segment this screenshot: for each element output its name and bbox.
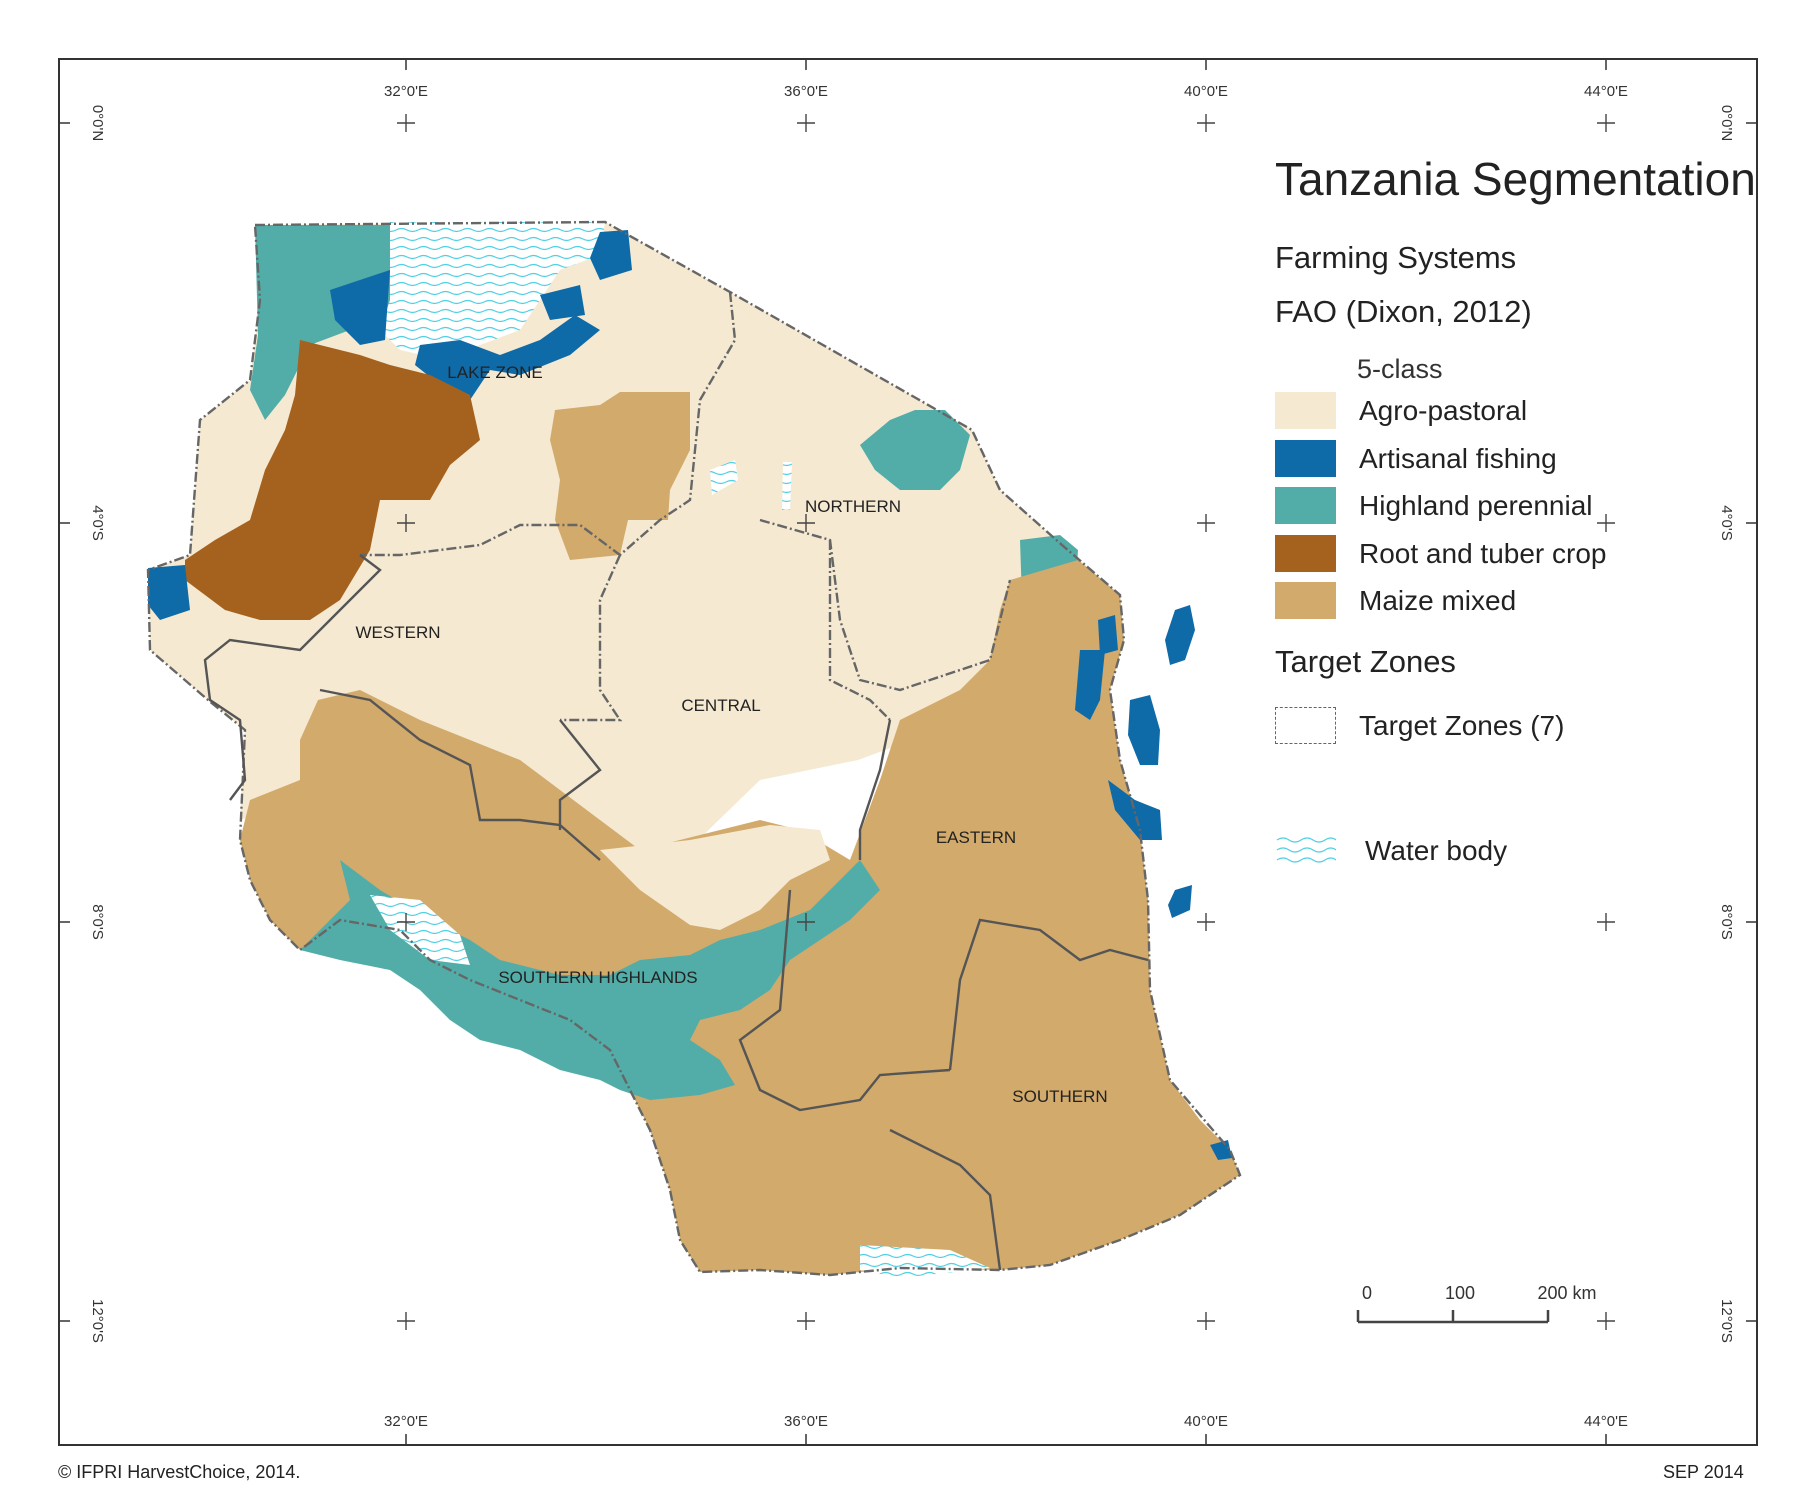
legend-item-artisanal-fishing: Artisanal fishing: [1275, 440, 1557, 477]
region-artisanal-fishing-lake-south: [415, 315, 600, 400]
lat-label-right-1: 0°0'N: [1718, 105, 1735, 141]
legend-item-target-zones: Target Zones (7): [1275, 707, 1564, 744]
legend-label-target-zones: Target Zones (7): [1359, 709, 1565, 741]
region-root-tuber: [185, 340, 480, 620]
water-lake-victoria: [380, 222, 605, 360]
legend-label-water-body: Water body: [1365, 834, 1508, 866]
zone-label-southern-highlands: SOUTHERN HIGHLANDS: [498, 968, 697, 987]
legend-class-heading: 5-class: [1357, 354, 1443, 384]
lon-label-bottom-4: 44°0'E: [1584, 1413, 1628, 1430]
lon-label-bottom-2: 36°0'E: [784, 1413, 828, 1430]
legend-swatch-agro-pastoral: [1275, 392, 1336, 429]
scale-label-100: 100: [1445, 1283, 1475, 1303]
region-artisanal-fishing-coast-4: [1210, 1140, 1232, 1160]
date-text: SEP 2014: [1663, 1462, 1744, 1482]
region-artisanal-fishing-coast-2: [1075, 650, 1105, 720]
lat-label-left-3: 8°0'S: [89, 904, 106, 940]
zone-label-southern: SOUTHERN: [1012, 1087, 1107, 1106]
target-zone-boundaries: [146, 220, 1242, 1277]
legend-item-root-tuber: Root and tuber crop: [1275, 535, 1607, 572]
frame-ticks: [58, 58, 1758, 1446]
scale-label-0: 0: [1362, 1283, 1372, 1303]
legend-swatch-highland-perennial: [1275, 487, 1336, 524]
graticule-crosses: [397, 114, 1615, 1330]
island-mafia: [1168, 885, 1192, 918]
legend-label-highland-perennial: Highland perennial: [1359, 489, 1593, 521]
legend-label-artisanal-fishing: Artisanal fishing: [1359, 442, 1557, 474]
legend-item-highland-perennial: Highland perennial: [1275, 487, 1593, 524]
legend-swatch-maize-mixed: [1275, 582, 1336, 619]
lon-label-bottom-3: 40°0'E: [1184, 1413, 1228, 1430]
lon-label-bottom-1: 32°0'E: [384, 1413, 428, 1430]
lon-label-top-3: 40°0'E: [1184, 83, 1228, 100]
island-pemba: [1165, 605, 1195, 665]
region-artisanal-fishing-coast-3: [1108, 780, 1162, 840]
map-frame: [58, 58, 1758, 1446]
water-lake-rukwa: [370, 895, 470, 965]
island-zanzibar: [1128, 695, 1160, 765]
legend-swatch-water-body: [1276, 837, 1336, 863]
water-lake-eyasi: [710, 460, 738, 495]
legend-label-maize-mixed: Maize mixed: [1359, 584, 1517, 616]
region-highland-perennial-southern-highlands: [300, 860, 880, 1100]
map-subtitle-source: FAO (Dixon, 2012): [1275, 294, 1532, 329]
lat-label-right-2: 4°0'S: [1718, 505, 1735, 541]
lon-label-top-1: 32°0'E: [384, 83, 428, 100]
scale-label-200km: 200 km: [1537, 1283, 1596, 1303]
lat-label-left-2: 4°0'S: [89, 505, 106, 541]
target-zone-solid-boundaries: [203, 554, 1149, 1271]
legend-zones-heading: Target Zones: [1275, 644, 1456, 679]
map-subtitle-farming-systems: Farming Systems: [1275, 240, 1517, 275]
legend-item-water-body: Water body: [1275, 832, 1507, 869]
region-highland-perennial-nw: [250, 225, 390, 420]
lat-label-right-4: 12°0'S: [1718, 1299, 1735, 1343]
region-highland-perennial-north: [860, 410, 970, 490]
scale-bar: [1356, 1310, 1550, 1324]
map-title: Tanzania Segmentation: [1275, 153, 1756, 205]
lon-label-top-4: 44°0'E: [1584, 83, 1628, 100]
legend-item-agro-pastoral: Agro-pastoral: [1275, 392, 1527, 429]
lat-label-left-4: 12°0'S: [89, 1299, 106, 1343]
legend-swatch-artisanal-fishing: [1275, 440, 1336, 477]
region-agro-pastoral-central-south: [600, 825, 830, 930]
legend-swatch-root-tuber: [1275, 535, 1336, 572]
legend-swatch-target-zones: [1275, 707, 1336, 744]
region-maize-mixed-north-central: [550, 392, 690, 560]
legend-label-agro-pastoral: Agro-pastoral: [1359, 394, 1528, 426]
region-artisanal-fishing-tanganyika: [148, 565, 190, 620]
lat-label-right-3: 8°0'S: [1718, 904, 1735, 940]
region-artisanal-fishing-lake-west: [330, 270, 390, 345]
region-artisanal-fishing-lake-ne: [590, 230, 632, 280]
region-artisanal-fishing-lake-east: [540, 285, 585, 320]
lat-label-left-1: 0°0'N: [89, 105, 106, 141]
region-artisanal-fishing-coast-1: [1098, 615, 1118, 655]
zone-label-central: CENTRAL: [681, 696, 760, 715]
zone-label-eastern: EASTERN: [936, 828, 1016, 847]
zone-label-lake: LAKE ZONE: [447, 363, 542, 382]
credit-text: © IFPRI HarvestChoice, 2014.: [58, 1462, 301, 1482]
legend-item-maize-mixed: Maize mixed: [1275, 582, 1516, 619]
legend-label-root-tuber: Root and tuber crop: [1359, 537, 1607, 569]
water-lake-manyara: [782, 462, 792, 510]
lon-label-top-2: 36°0'E: [784, 83, 828, 100]
zone-label-western: WESTERN: [356, 623, 441, 642]
zone-label-northern: NORTHERN: [805, 497, 901, 516]
